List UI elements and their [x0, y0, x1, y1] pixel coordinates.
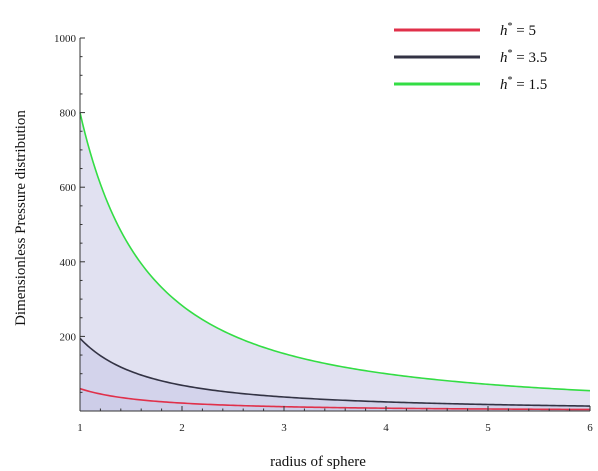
series-line-2: [79, 112, 591, 392]
x-tick-label: 5: [485, 422, 491, 434]
y-tick-label: 600: [60, 182, 77, 194]
y-tick-label: 1000: [54, 33, 77, 45]
axis-ticks: 1 2 3 4 5 6 200 400 600 800 1000: [54, 33, 593, 434]
x-tick-label: 4: [383, 422, 389, 434]
series-line-0: [79, 387, 591, 411]
x-axis-label: radius of sphere: [270, 454, 366, 470]
area-fills: [80, 112, 590, 411]
y-tick-label: 400: [60, 257, 77, 269]
x-tick-label: 6: [587, 422, 593, 434]
x-tick-label: 2: [179, 422, 185, 434]
x-tick-label: 1: [77, 422, 83, 434]
y-tick-label: 800: [60, 108, 77, 120]
legend-label-2: h* = 1.5: [500, 75, 547, 93]
series-lines: [79, 112, 591, 411]
legend-label-1: h* = 3.5: [500, 48, 547, 66]
y-tick-label: 200: [60, 331, 77, 343]
y-axis-label: Dimensionless Pressure distribution: [13, 110, 29, 326]
legend: h* = 5 h* = 3.5 h* = 1.5: [394, 21, 547, 93]
x-tick-label: 3: [281, 422, 287, 434]
series-line-1: [79, 337, 591, 407]
area-fill-2: [80, 112, 590, 411]
legend-label-0: h* = 5: [500, 21, 536, 39]
